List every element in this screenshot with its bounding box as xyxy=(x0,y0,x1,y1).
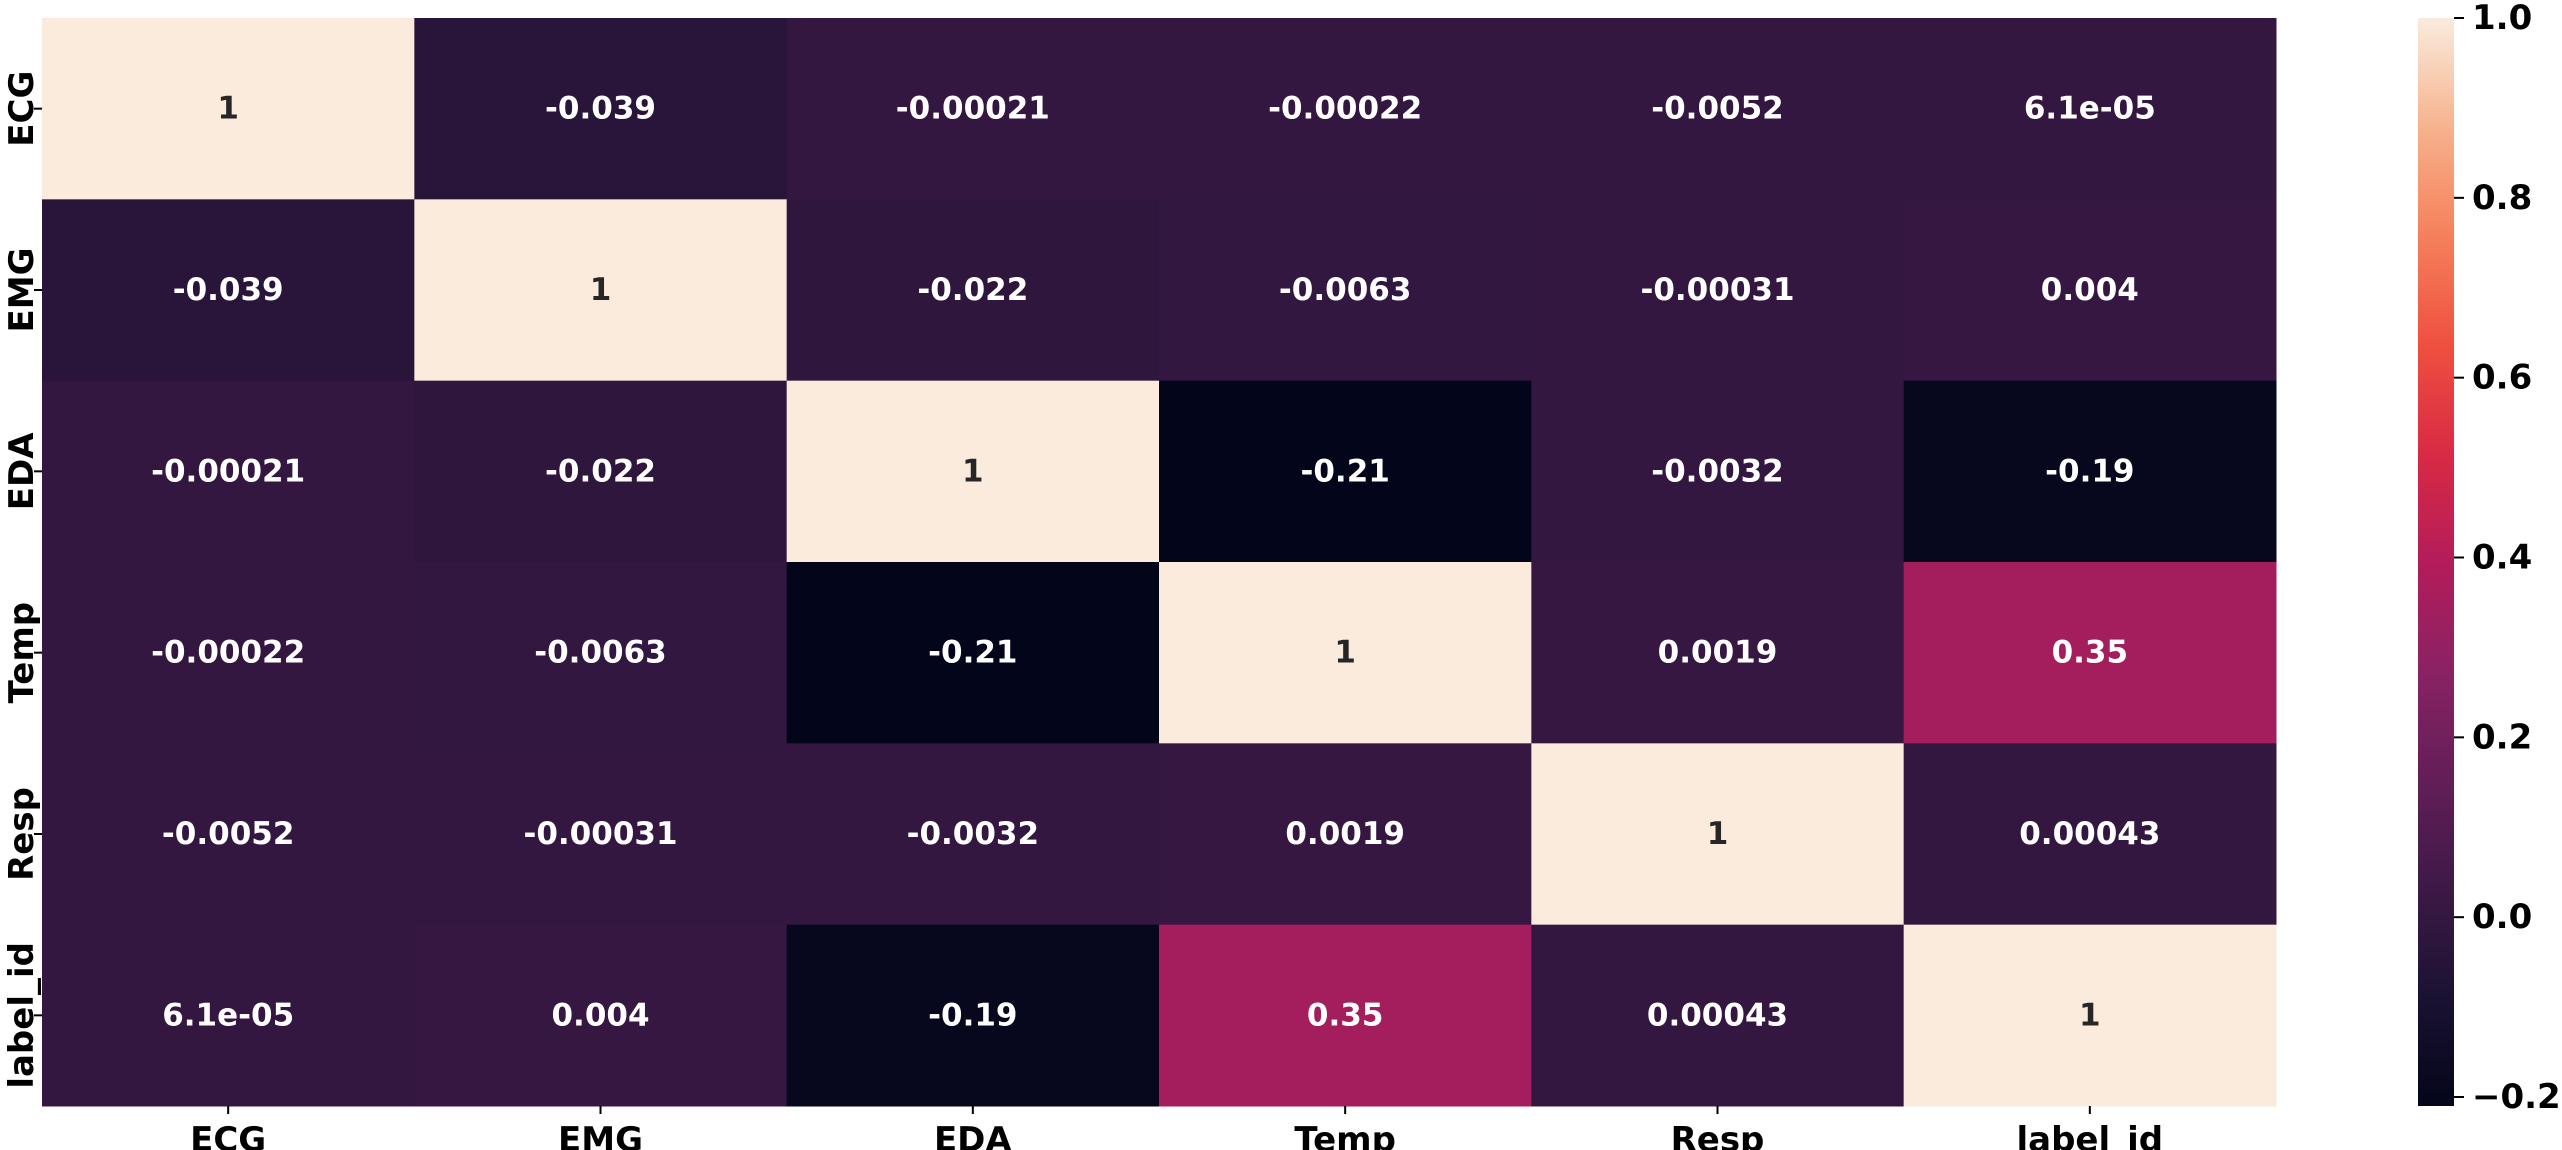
colorbar-tick-label: 0.0 xyxy=(2472,897,2532,937)
x-axis-tick-labels: ECG EMG EDA Temp Resp label_id xyxy=(190,1106,2163,1150)
heatmap-cell-temp-temp xyxy=(1159,562,1532,744)
heatmap-cell-emg-label-id xyxy=(1903,199,2277,382)
cell-annotation: -0.022 xyxy=(917,272,1028,308)
colorbar-tick-label: 0.2 xyxy=(2472,717,2532,757)
y-tick-label-eda: EDA xyxy=(2,432,42,510)
y-tick-label-temp: Temp xyxy=(2,602,42,704)
y-tick-label-emg: EMG xyxy=(2,248,42,333)
heatmap-cell-eda-temp xyxy=(1159,380,1532,563)
x-tick-label-emg: EMG xyxy=(558,1120,643,1150)
cell-annotation: -0.00031 xyxy=(1640,272,1794,308)
cell-annotation: 1 xyxy=(1334,635,1356,671)
heatmap-cell-resp-emg xyxy=(414,743,788,926)
heatmap-cell-temp-emg xyxy=(414,562,788,744)
heatmap-cell-emg-temp xyxy=(1159,199,1532,382)
colorbar-tick-label: −0.2 xyxy=(2472,1077,2561,1117)
heatmap-cell-ecg-temp xyxy=(1159,18,1532,200)
cell-annotation: 1 xyxy=(2079,997,2101,1033)
colorbar-tick-label: 0.8 xyxy=(2472,178,2532,218)
colorbar-tick-label: 0.6 xyxy=(2472,358,2532,398)
cell-annotation: -0.19 xyxy=(928,997,1017,1033)
cell-annotation: -0.0063 xyxy=(534,635,667,671)
cell-annotation: 0.35 xyxy=(2052,635,2129,671)
heatmap-cells xyxy=(42,18,2277,1107)
heatmap-cell-ecg-eda xyxy=(786,18,1160,200)
cell-annotation: 0.35 xyxy=(1307,997,1384,1033)
cell-annotation: -0.00021 xyxy=(151,453,305,489)
heatmap-cell-eda-resp xyxy=(1531,380,1905,563)
cell-annotation: -0.0052 xyxy=(1651,91,1784,127)
heatmap-cell-resp-temp xyxy=(1159,743,1532,926)
heatmap-cell-resp-resp xyxy=(1531,743,1905,926)
heatmap-cell-ecg-emg xyxy=(414,18,788,200)
x-tick-label-eda: EDA xyxy=(934,1120,1012,1150)
cell-annotation: 0.004 xyxy=(551,997,649,1033)
heatmap-annotations: 1 -0.039 -0.00021 -0.00022 -0.0052 6.1e-05 -0.… xyxy=(151,91,2160,1034)
cell-annotation: 1 xyxy=(590,272,612,308)
colorbar-gradient xyxy=(2418,18,2454,1106)
cell-annotation: -0.19 xyxy=(2045,453,2134,489)
heatmap-cell-emg-resp xyxy=(1531,199,1905,382)
cell-annotation: 6.1e-05 xyxy=(2024,91,2156,127)
cell-annotation: -0.00022 xyxy=(151,635,305,671)
cell-annotation: 0.0019 xyxy=(1658,635,1778,671)
heatmap-cell-ecg-resp xyxy=(1531,18,1905,200)
y-tick-label-resp: Resp xyxy=(2,787,42,881)
cell-annotation: -0.00021 xyxy=(896,91,1050,127)
cell-annotation: -0.039 xyxy=(173,272,284,308)
heatmap-cell-resp-label-id xyxy=(1903,743,2277,926)
heatmap-cell-temp-ecg xyxy=(42,562,415,744)
cell-annotation: 1 xyxy=(217,91,239,127)
cell-annotation: 0.00043 xyxy=(2019,816,2160,852)
heatmap-cell-resp-eda xyxy=(786,743,1160,926)
heatmap-cell-label-id-temp xyxy=(1159,924,1532,1107)
heatmap-cell-label-id-resp xyxy=(1531,924,1905,1107)
x-tick-label-resp: Resp xyxy=(1671,1120,1765,1150)
x-tick-label-ecg: ECG xyxy=(190,1120,266,1150)
cell-annotation: -0.0063 xyxy=(1279,272,1412,308)
cell-annotation: 1 xyxy=(962,453,984,489)
heatmap-cell-label-id-eda xyxy=(786,924,1160,1107)
colorbar-tick-label: 1.0 xyxy=(2472,0,2532,38)
heatmap-cell-ecg-label-id xyxy=(1903,18,2277,200)
cell-annotation: -0.21 xyxy=(1300,453,1389,489)
heatmap-cell-eda-eda xyxy=(786,380,1160,563)
x-tick-label-label-id: label_id xyxy=(2017,1120,2164,1150)
heatmap-cell-temp-eda xyxy=(786,562,1160,744)
cell-annotation: -0.022 xyxy=(545,453,656,489)
heatmap-cell-emg-ecg xyxy=(42,199,415,382)
cell-annotation: 1 xyxy=(1707,816,1729,852)
heatmap-cell-temp-resp xyxy=(1531,562,1905,744)
heatmap-cell-ecg-ecg xyxy=(42,18,415,200)
x-tick-label-temp: Temp xyxy=(1294,1120,1396,1150)
heatmap-cell-label-id-label-id xyxy=(1903,924,2277,1107)
cell-annotation: 0.00043 xyxy=(1647,997,1788,1033)
colorbar-tick-labels: 1.0 0.8 0.6 0.4 0.2 0.0 −0.2 xyxy=(2454,0,2561,1117)
heatmap-cell-resp-ecg xyxy=(42,743,415,926)
cell-annotation: -0.039 xyxy=(545,91,656,127)
heatmap-cell-eda-ecg xyxy=(42,380,415,563)
heatmap-cell-eda-label-id xyxy=(1903,380,2277,563)
cell-annotation: -0.21 xyxy=(928,635,1017,671)
heatmap-cell-eda-emg xyxy=(414,380,788,563)
cell-annotation: 6.1e-05 xyxy=(162,997,294,1033)
colorbar xyxy=(2418,18,2454,1106)
heatmap-cell-label-id-emg xyxy=(414,924,788,1107)
y-tick-label-label-id: label_id xyxy=(2,942,42,1089)
cell-annotation: 0.0019 xyxy=(1285,816,1405,852)
y-tick-label-ecg: ECG xyxy=(2,71,42,147)
cell-annotation: -0.0052 xyxy=(162,816,295,852)
heatmap-cell-temp-label-id xyxy=(1903,562,2277,744)
heatmap-cell-emg-emg xyxy=(414,199,788,382)
cell-annotation: -0.00031 xyxy=(523,816,677,852)
y-axis-tick-labels: ECG EMG EDA Temp Resp label_id xyxy=(2,71,42,1089)
cell-annotation: -0.0032 xyxy=(907,816,1040,852)
cell-annotation: -0.00022 xyxy=(1268,91,1422,127)
cell-annotation: 0.004 xyxy=(2041,272,2139,308)
heatmap-cell-label-id-ecg xyxy=(42,924,415,1107)
cell-annotation: -0.0032 xyxy=(1651,453,1784,489)
heatmap-cell-emg-eda xyxy=(786,199,1160,382)
colorbar-tick-label: 0.4 xyxy=(2472,538,2532,578)
